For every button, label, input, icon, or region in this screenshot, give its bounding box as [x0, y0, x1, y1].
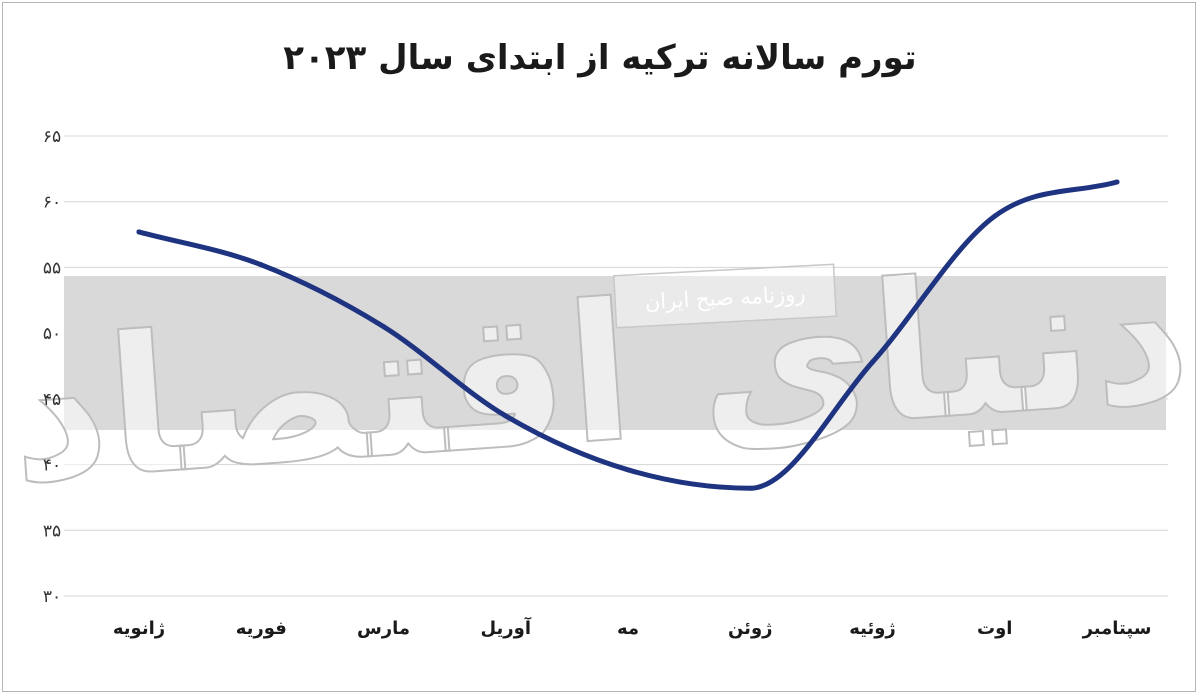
x-tick-label: ژوئن — [728, 618, 773, 639]
x-tick-label: مارس — [357, 618, 410, 639]
y-tick-label: ۵۵ — [43, 258, 61, 278]
data-point — [1114, 179, 1120, 185]
x-axis-ticks: ژانویه فوریه مارس آوریل مه ژوئن ژوئیه اوت سپتامب… — [113, 616, 1152, 639]
chart-title: تورم سالانه ترکیه از ابتدای سال ۲۰۲۳ — [283, 38, 917, 78]
y-tick-label: ۳۰ — [43, 587, 61, 607]
data-point — [747, 485, 753, 491]
y-tick-label: ۴۰ — [43, 456, 61, 476]
data-point — [625, 467, 631, 473]
x-tick-label: آوریل — [480, 616, 531, 639]
x-tick-label: اوت — [977, 618, 1012, 639]
y-tick-label: ۳۵ — [43, 521, 61, 541]
y-tick-label: ۶۰ — [43, 193, 61, 213]
x-tick-label: ژوئیه — [849, 618, 896, 639]
watermark-tagline-box — [613, 263, 837, 329]
data-point — [136, 229, 142, 235]
watermark-logo: دنیای اقتصاد — [3, 223, 1197, 526]
data-point — [503, 413, 509, 419]
y-tick-label: ۴۵ — [43, 390, 61, 410]
series-line — [136, 179, 1120, 491]
y-axis-ticks: ۳۰ ۳۵ ۴۰ ۴۵ ۵۰ ۵۵ ۶۰ ۶۵ — [43, 127, 61, 607]
data-point — [381, 324, 386, 330]
data-point — [258, 262, 264, 268]
x-tick-label: سپتامبر — [1082, 618, 1152, 639]
x-tick-label: ژانویه — [113, 618, 165, 639]
data-points — [136, 179, 1120, 491]
watermark: روزنامه صبح ایران دنیای اقتصاد — [2, 222, 1198, 527]
y-tick-label: ۶۵ — [43, 127, 61, 147]
data-point — [870, 359, 875, 365]
data-point — [992, 213, 998, 219]
y-tick-label: ۵۰ — [43, 324, 61, 344]
x-tick-label: فوریه — [236, 618, 287, 639]
x-tick-label: مه — [617, 618, 639, 639]
